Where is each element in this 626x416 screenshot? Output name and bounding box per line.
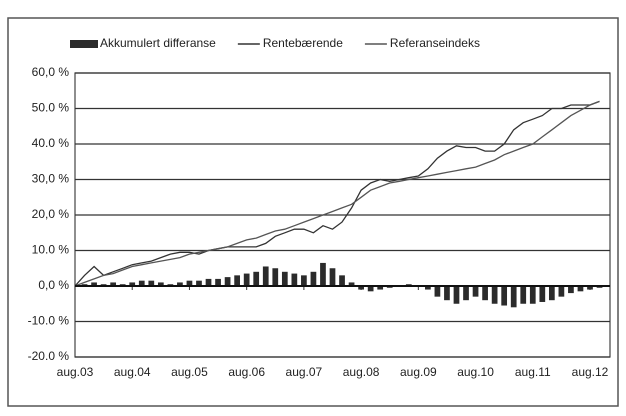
bar [129,282,136,286]
x-tick-label: aug.10 [457,365,494,379]
bar [253,271,260,286]
x-tick-label: aug.06 [228,365,265,379]
y-tick-label: 20,0 % [32,207,70,221]
bar [548,286,555,301]
bar [138,280,145,286]
bar [281,271,288,286]
bar [339,275,345,286]
x-tick-label: aug.03 [57,365,94,379]
bar [301,275,307,286]
legend-label: Akkumulert differanse [100,36,216,50]
bar [463,286,469,301]
bar [205,278,212,286]
y-tick-label: 30,0 % [32,172,70,186]
bar [348,282,355,286]
bar [224,277,231,286]
bar [444,286,450,301]
bar [272,268,279,286]
bar [215,278,221,286]
bar [196,280,202,286]
x-tick-label: aug.11 [515,365,551,379]
y-tick-label: 40.0 % [32,136,70,150]
bar [157,282,164,286]
bar [367,286,374,292]
bar [510,286,517,308]
y-tick-label: 10.0 % [32,243,70,257]
bar [425,286,431,290]
x-tick-label: aug.04 [114,365,151,379]
bar [91,282,97,286]
y-tick-label: 60,0 % [32,65,70,79]
bar [177,282,183,286]
legend-label: Rentebærende [263,36,343,50]
bar [577,286,584,292]
bar [234,275,240,286]
bar [482,286,488,301]
bar [186,280,193,286]
bar [472,286,479,297]
bar [262,266,269,286]
bar [148,280,155,286]
bar [539,286,546,302]
bar [587,286,593,290]
bar [377,286,384,290]
chart-frame [7,17,619,407]
bar [358,286,364,290]
x-tick-label: aug.09 [400,365,437,379]
y-tick-label: -10.0 % [28,314,70,328]
line [74,100,600,287]
bar [529,286,536,304]
x-tick-label: aug.05 [171,365,208,379]
bar [320,262,326,286]
x-tick-label: aug.07 [286,365,323,379]
bar [310,271,317,286]
bar [110,282,117,286]
bar [453,286,460,304]
bar [243,273,250,286]
x-tick-label: aug.12 [572,365,609,379]
y-tick-label: 50.0 % [32,101,70,115]
bar [520,286,527,304]
bar [491,286,498,304]
legend-swatch [70,40,98,48]
y-tick-label: -20.0 % [28,349,70,363]
bar [568,286,574,294]
bar [329,268,336,286]
legend-label: Referanseindeks [390,36,480,50]
bar [501,286,508,306]
bar [434,286,441,297]
line [74,100,600,287]
bar [558,286,565,297]
bar [291,273,298,286]
y-tick-label: 0,0 % [38,278,69,292]
x-tick-label: aug.08 [343,365,380,379]
